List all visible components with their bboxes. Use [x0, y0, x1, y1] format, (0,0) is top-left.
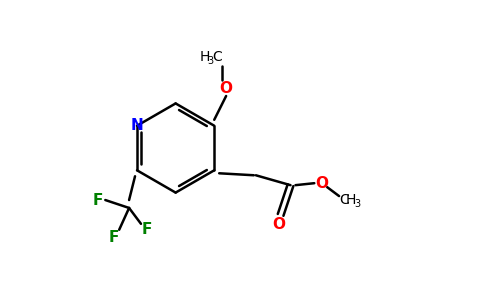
- Text: N: N: [131, 118, 143, 133]
- Text: 3: 3: [207, 56, 213, 66]
- Text: 3: 3: [354, 199, 360, 209]
- Text: C: C: [212, 50, 222, 64]
- Text: H: H: [346, 193, 356, 207]
- Text: C: C: [339, 193, 349, 207]
- Text: F: F: [92, 193, 103, 208]
- Text: O: O: [220, 81, 233, 96]
- Text: H: H: [199, 50, 210, 64]
- Text: O: O: [316, 176, 329, 191]
- Text: F: F: [109, 230, 120, 245]
- Text: O: O: [272, 217, 285, 232]
- Text: F: F: [142, 222, 152, 237]
